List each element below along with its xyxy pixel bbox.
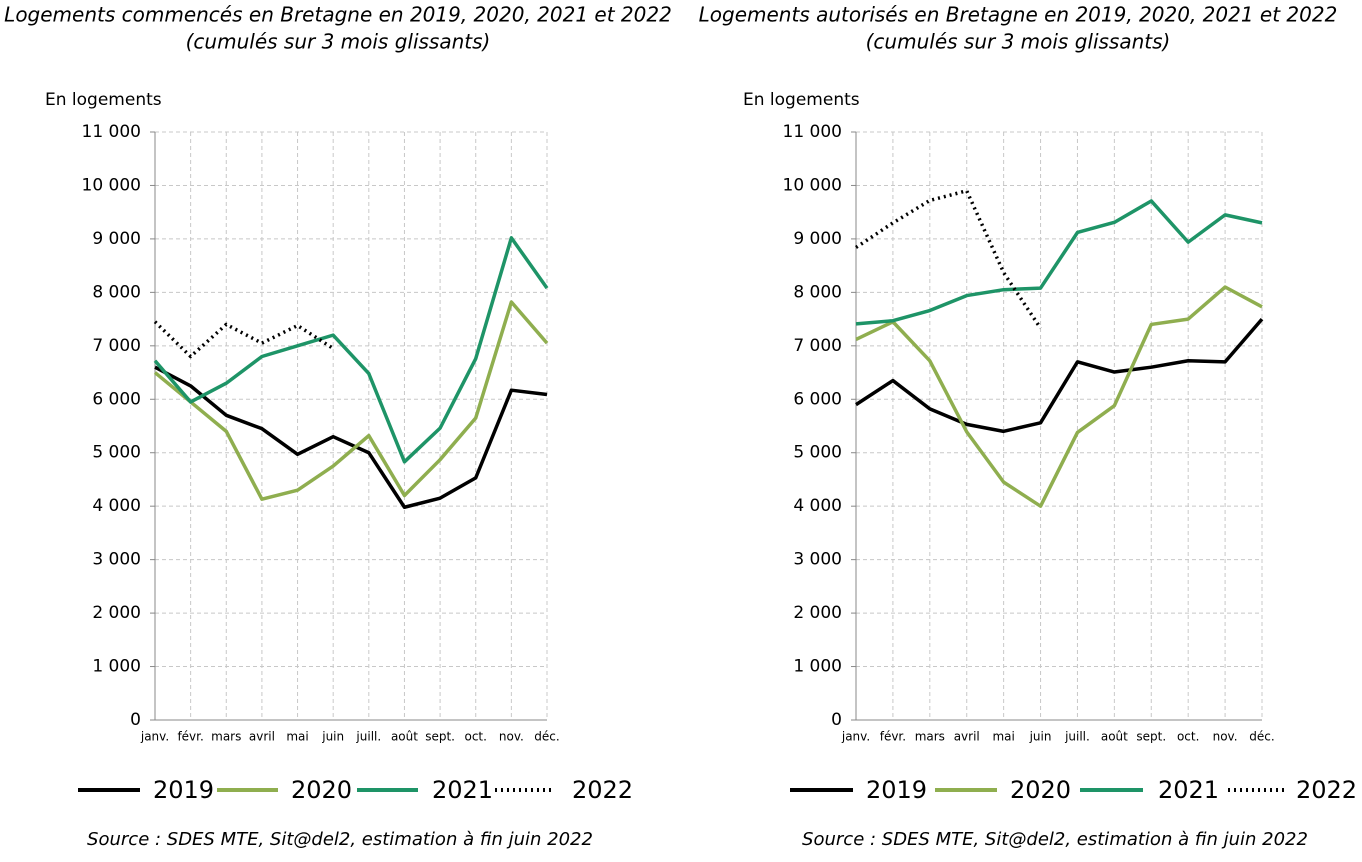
source-note: Source : SDES MTE, Sit@del2, estimation … xyxy=(87,829,593,850)
x-tick-label: avril xyxy=(249,730,275,744)
y-tick-label: 0 xyxy=(831,710,842,730)
legend-label: 2019 xyxy=(866,776,927,804)
y-tick-label: 1 000 xyxy=(793,657,842,677)
y-tick-label: 1 000 xyxy=(92,657,141,677)
series-line xyxy=(855,189,1043,330)
chart-subtitle: (cumulés sur 3 mois glissants) xyxy=(866,30,1171,54)
legend-label: 2020 xyxy=(1010,776,1071,804)
x-tick-label: janv. xyxy=(140,730,169,744)
x-tick-label: juin xyxy=(1029,730,1052,744)
x-tick-label: juill. xyxy=(1064,730,1090,744)
series-line xyxy=(855,199,1263,326)
legend-label: 2022 xyxy=(1296,776,1357,804)
y-tick-label: 11 000 xyxy=(783,122,842,142)
chart-title: Logements autorisés en Bretagne en 2019,… xyxy=(699,3,1338,27)
x-tick-label: déc. xyxy=(1249,730,1274,744)
y-tick-label: 8 000 xyxy=(92,282,141,302)
legend-label: 2022 xyxy=(572,776,633,804)
series-line xyxy=(153,300,549,501)
y-tick-label: 8 000 xyxy=(793,282,842,302)
y-tick-label: 7 000 xyxy=(92,336,141,356)
series-line xyxy=(154,365,548,510)
x-tick-label: févr. xyxy=(880,730,906,744)
x-tick-label: sept. xyxy=(1136,730,1166,744)
y-tick-label: 9 000 xyxy=(92,229,141,249)
y-tick-label: 10 000 xyxy=(82,175,141,195)
x-tick-label: nov. xyxy=(499,730,524,744)
y-tick-label: 3 000 xyxy=(793,550,842,570)
y-tick-label: 4 000 xyxy=(92,496,141,516)
x-tick-label: févr. xyxy=(177,730,203,744)
legend-label: 2021 xyxy=(1158,776,1219,804)
y-tick-label: 0 xyxy=(130,710,141,730)
series-line xyxy=(855,285,1263,508)
y-tick-label: 2 000 xyxy=(793,603,842,623)
y-tick-label: 4 000 xyxy=(793,496,842,516)
y-axis-label: En logements xyxy=(45,90,162,110)
y-tick-label: 6 000 xyxy=(92,389,141,409)
y-tick-label: 9 000 xyxy=(793,229,842,249)
y-tick-label: 5 000 xyxy=(92,443,141,463)
chart-title: Logements commencés en Bretagne en 2019,… xyxy=(4,3,672,27)
legend-label: 2021 xyxy=(432,776,493,804)
x-tick-label: oct. xyxy=(1177,730,1199,744)
y-tick-label: 3 000 xyxy=(92,550,141,570)
x-tick-label: mai xyxy=(992,730,1014,744)
y-tick-label: 2 000 xyxy=(92,603,141,623)
x-tick-label: déc. xyxy=(534,730,559,744)
source-note: Source : SDES MTE, Sit@del2, estimation … xyxy=(802,829,1308,850)
y-tick-label: 11 000 xyxy=(82,122,141,142)
x-tick-label: mars xyxy=(211,730,241,744)
x-tick-label: nov. xyxy=(1213,730,1238,744)
x-tick-label: juill. xyxy=(355,730,381,744)
y-axis-label: En logements xyxy=(743,90,860,110)
chart-subtitle: (cumulés sur 3 mois glissants) xyxy=(186,30,491,54)
series-line xyxy=(153,236,549,464)
series-line xyxy=(855,317,1264,434)
y-tick-label: 10 000 xyxy=(783,175,842,195)
y-tick-label: 5 000 xyxy=(793,443,842,463)
x-tick-label: août xyxy=(391,730,418,744)
legend-label: 2020 xyxy=(291,776,352,804)
x-tick-label: mai xyxy=(286,730,308,744)
series-line xyxy=(153,320,335,359)
x-tick-label: avril xyxy=(954,730,980,744)
x-tick-label: oct. xyxy=(464,730,486,744)
y-tick-label: 6 000 xyxy=(793,389,842,409)
legend-label: 2019 xyxy=(153,776,214,804)
y-tick-label: 7 000 xyxy=(793,336,842,356)
x-tick-label: août xyxy=(1101,730,1128,744)
x-tick-label: mars xyxy=(915,730,945,744)
x-tick-label: juin xyxy=(321,730,344,744)
x-tick-label: sept. xyxy=(425,730,455,744)
x-tick-label: janv. xyxy=(841,730,870,744)
